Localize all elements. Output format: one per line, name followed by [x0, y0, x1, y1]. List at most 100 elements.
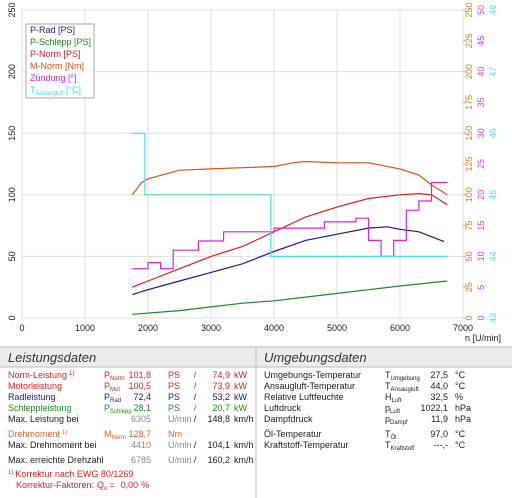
- unit: kW: [234, 381, 248, 391]
- symbol: MNorm: [104, 429, 126, 441]
- footnote: 1) Korrektur nach EWG 80/1269: [8, 469, 133, 479]
- value: 44,0: [430, 381, 448, 391]
- y-tick-label: 20: [476, 190, 486, 200]
- value: 160,2: [207, 455, 230, 465]
- value: 27,5: [430, 370, 448, 380]
- legend-name: P-Schlepp [PS]: [30, 37, 91, 47]
- x-tick-label: 5000: [327, 323, 347, 333]
- legend-entry: P-Norm [PS]: [30, 49, 81, 59]
- y-tick-label: 225: [464, 33, 474, 48]
- sym: p: [385, 414, 390, 424]
- value: 101,8: [128, 370, 151, 380]
- x-tick-label: 6000: [390, 323, 410, 333]
- label: Relative Luftfeuchte: [264, 392, 344, 402]
- value: 11,9: [431, 414, 448, 424]
- y-tick-label: 43: [488, 313, 498, 323]
- legend-entry: Zündung [°]: [30, 73, 77, 83]
- x-tick-label: 2000: [138, 323, 158, 333]
- sym: P: [104, 392, 110, 402]
- series-line: [132, 192, 448, 288]
- separator: /: [194, 414, 197, 424]
- legend-name: Zündung [°]: [30, 73, 77, 83]
- y-tick-label: 30: [476, 128, 486, 138]
- label: Schleppleistung: [8, 403, 72, 413]
- symbol: TÖl: [385, 429, 397, 441]
- x-tick-label: 7000: [453, 323, 473, 333]
- value: 72,4: [133, 392, 151, 402]
- symbol: PRad: [104, 392, 121, 404]
- y-tick-label: 200: [7, 64, 17, 79]
- correction-factors: Korrektur-Faktoren: Qo = 0,00%: [16, 480, 149, 492]
- legend-unit: [°C]: [66, 85, 81, 95]
- row-label: Norm-Leistung 1): [8, 370, 74, 380]
- series-line: [132, 132, 448, 257]
- unit: U/min: [168, 455, 192, 465]
- label: Norm-Leistung: [8, 370, 67, 380]
- symbol: HLuft: [385, 392, 402, 404]
- value: 28,1: [133, 403, 151, 413]
- unit: PS: [168, 370, 180, 380]
- legend-name: T: [30, 85, 36, 95]
- sym: H: [385, 392, 392, 402]
- unit: km/h: [234, 440, 254, 450]
- series-line: [132, 181, 448, 270]
- value: 73,9: [212, 381, 230, 391]
- unit: °C: [455, 370, 466, 380]
- x-axis-label: n [U/min]: [465, 333, 501, 343]
- series-line: [132, 280, 448, 315]
- x-tick-label: 3000: [201, 323, 221, 333]
- legend-entry: TAnsaugluft [°C]: [30, 85, 81, 97]
- row-label: Relative Luftfeuchte: [264, 392, 344, 402]
- row-label: Luftdruck: [264, 403, 302, 413]
- label: Dampfdruck: [264, 414, 313, 424]
- unit: U/min: [168, 440, 192, 450]
- value: 100,5: [128, 381, 151, 391]
- label: Öl-Temperatur: [264, 429, 322, 439]
- label: Max. erreichte Drehzahl: [8, 455, 104, 465]
- row-label: Öl-Temperatur: [264, 429, 322, 439]
- sym-sub: Mot: [110, 387, 120, 393]
- series-line: [131, 160, 448, 196]
- label: Umgebungs-Temperatur: [264, 370, 361, 380]
- value: ---,-: [434, 440, 449, 450]
- y-tick-label: 150: [464, 126, 474, 141]
- x-tick-label: 4000: [264, 323, 284, 333]
- sym-sub: o: [104, 486, 108, 492]
- unit: hPa: [455, 414, 471, 424]
- unit: %: [141, 480, 149, 490]
- symbol: PSchlepp: [104, 403, 132, 415]
- plot-area: [21, 9, 464, 319]
- sym: M: [104, 429, 112, 439]
- y-tick-label: 100: [7, 187, 17, 202]
- sym: P: [104, 381, 110, 391]
- y-tick-label: 100: [464, 187, 474, 202]
- value: 20,7: [212, 403, 230, 413]
- unit: kW: [234, 392, 248, 402]
- row-label: Dampfdruck: [264, 414, 313, 424]
- separator: /: [194, 455, 197, 465]
- y-tick-label: 0: [476, 315, 486, 320]
- y-tick-label: 125: [464, 156, 474, 171]
- y-tick-label: 50: [476, 5, 486, 15]
- label: Max. Drehmoment bei: [8, 440, 97, 450]
- legend-entry: P-Rad [PS]: [30, 25, 75, 35]
- x-tick-label: 0: [19, 323, 24, 333]
- y-tick-label: 25: [464, 282, 474, 292]
- value: 104,1: [207, 440, 230, 450]
- sym: T: [385, 370, 391, 380]
- sym: Q: [97, 480, 104, 490]
- unit: km/h: [234, 414, 254, 424]
- sym-sub: Ansaugluft: [391, 387, 420, 393]
- value: 0,00: [121, 480, 139, 490]
- sym-sub: Umgebung: [391, 376, 420, 382]
- row-label: Drehmoment 1): [8, 429, 67, 439]
- y-tick-label: 250: [464, 2, 474, 17]
- unit: Nm: [168, 429, 182, 439]
- unit: °C: [455, 429, 466, 439]
- value: 97,0: [430, 429, 448, 439]
- value: 1022,1: [420, 403, 448, 413]
- legend-name: M-Norm [Nm]: [30, 61, 84, 71]
- unit: PS: [168, 403, 180, 413]
- value: 4410: [131, 440, 151, 450]
